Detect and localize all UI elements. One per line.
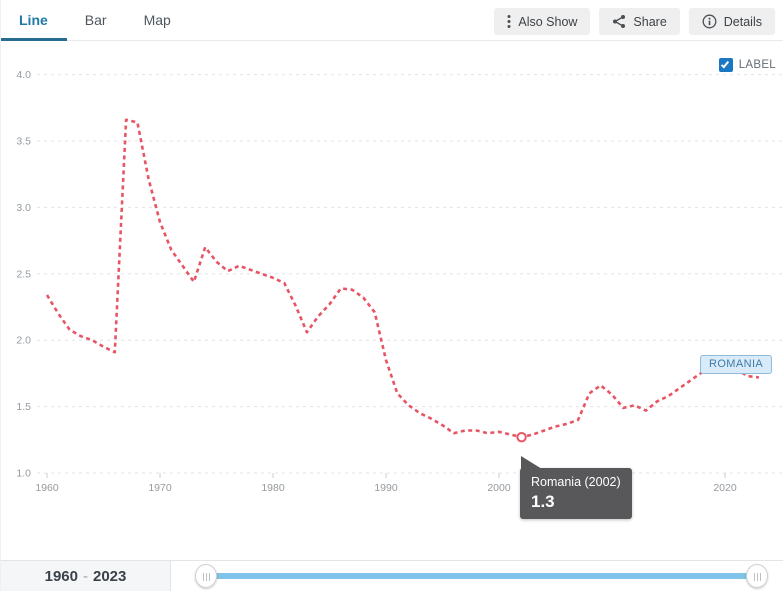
grip-icon	[203, 573, 211, 581]
tab-map-label: Map	[143, 12, 171, 28]
toolbar: Also Show Share	[494, 8, 775, 35]
y-axis-label: 4.0	[16, 69, 31, 81]
range-separator: -	[83, 567, 88, 585]
range-text: 1960 - 2023	[1, 561, 171, 591]
tab-bar-label: Bar	[84, 12, 107, 28]
y-axis-label: 3.0	[16, 202, 31, 214]
info-icon	[702, 14, 717, 29]
range-end: 2023	[93, 567, 127, 585]
x-axis-label: 2000	[487, 482, 511, 494]
range-selector: 1960 - 2023	[1, 560, 783, 591]
slider-handle-right[interactable]	[746, 564, 768, 588]
y-axis-label: 2.5	[16, 268, 31, 280]
y-axis-label: 1.0	[16, 468, 31, 480]
checkmark-icon	[721, 59, 730, 68]
highlighted-point[interactable]	[516, 431, 527, 443]
plot-area: 1.0 1.5 2.0 2.5 3.0 3.5 4.0 1960 1970 1980 1990 200…	[1, 41, 783, 560]
y-axis-label: 3.5	[16, 136, 31, 148]
label-toggle[interactable]: LABEL	[718, 58, 776, 72]
tooltip-arrow-icon	[521, 456, 542, 469]
details-button[interactable]: Details	[688, 8, 775, 35]
y-axis-label: 2.0	[16, 335, 31, 347]
share-icon	[613, 15, 626, 28]
also-show-button[interactable]: Also Show	[494, 8, 591, 35]
tab-line[interactable]: Line	[1, 0, 67, 41]
label-toggle-text: LABEL	[738, 59, 776, 71]
details-label: Details	[723, 14, 762, 29]
slider-handle-left[interactable]	[195, 564, 217, 588]
x-axis-label: 1970	[148, 482, 172, 494]
tab-map[interactable]: Map	[144, 0, 171, 40]
x-axis-label: 2020	[713, 482, 737, 494]
tab-line-label: Line	[19, 12, 48, 28]
tab-bar: Line Bar Map Also Show	[1, 0, 783, 41]
year-range-slider	[195, 561, 768, 591]
label-checkbox[interactable]	[718, 58, 733, 72]
series-end-label: ROMANIA	[700, 355, 773, 374]
range-start: 1960	[44, 567, 78, 585]
x-axis-label: 1980	[261, 482, 285, 494]
x-axis-label: 1990	[374, 482, 398, 494]
grip-icon	[754, 573, 762, 581]
tab-bar-chart[interactable]: Bar	[85, 0, 107, 40]
tooltip: Romania (2002) 1.3	[520, 456, 632, 519]
kebab-vertical-icon	[507, 15, 511, 28]
y-axis-label: 1.5	[16, 401, 31, 413]
active-tab-underline	[1, 38, 67, 41]
tooltip-value: 1.3	[531, 492, 555, 511]
also-show-label: Also Show	[518, 14, 578, 29]
tooltip-title: Romania (2002)	[531, 475, 621, 489]
x-axis-label: 1960	[35, 482, 59, 494]
line-chart-svg[interactable]: 1.0 1.5 2.0 2.5 3.0 3.5 4.0 1960 1970 1980 1990 200…	[1, 41, 783, 560]
slider-track[interactable]	[206, 573, 757, 579]
data-line[interactable]	[45, 118, 760, 439]
share-label: Share	[633, 14, 667, 29]
chart-type-tabs: Line Bar Map	[1, 0, 171, 41]
share-button[interactable]: Share	[599, 8, 680, 35]
